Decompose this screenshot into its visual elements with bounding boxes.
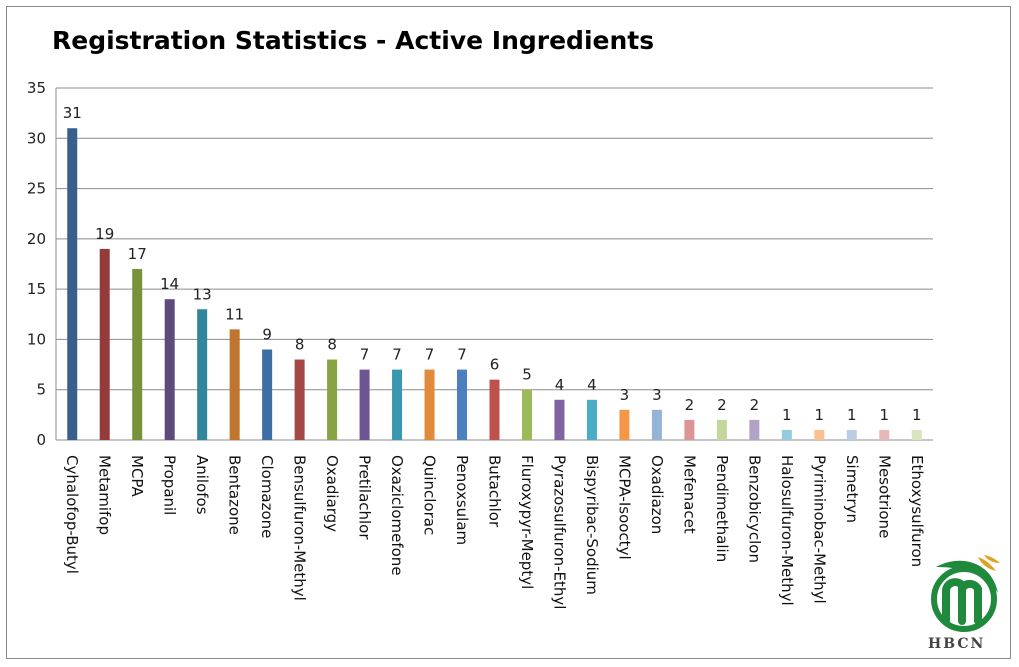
bar bbox=[846, 429, 857, 440]
bar bbox=[132, 269, 143, 440]
data-label: 8 bbox=[327, 336, 337, 354]
x-tick-label: Pyriminobac-Methyl bbox=[810, 455, 828, 604]
bar bbox=[424, 369, 435, 440]
data-label: 7 bbox=[425, 346, 435, 364]
x-tick-label: Penoxsulam bbox=[453, 455, 471, 545]
y-tick-label: 30 bbox=[27, 129, 46, 147]
data-label: 3 bbox=[652, 386, 662, 404]
data-label: 1 bbox=[847, 406, 857, 424]
data-label: 13 bbox=[193, 285, 212, 303]
x-tick-label: Bensulfuron-Methyl bbox=[291, 455, 309, 601]
y-tick-label: 35 bbox=[27, 79, 46, 97]
data-label: 7 bbox=[360, 346, 370, 364]
data-label: 1 bbox=[782, 406, 792, 424]
data-label: 4 bbox=[587, 376, 597, 394]
x-tick-label: Pretilachlor bbox=[356, 455, 374, 540]
bar bbox=[554, 399, 565, 440]
logo-text: HBCN bbox=[928, 636, 986, 652]
x-tick-label: Metamifop bbox=[96, 455, 114, 535]
bar bbox=[229, 329, 240, 440]
data-label: 2 bbox=[717, 396, 727, 414]
bar bbox=[197, 309, 208, 440]
x-tick-label: Mesotrione bbox=[875, 455, 893, 538]
bar bbox=[262, 349, 273, 440]
bar bbox=[457, 369, 468, 440]
x-tick-label: Clomazone bbox=[258, 455, 276, 538]
data-label: 2 bbox=[750, 396, 760, 414]
y-tick-label: 5 bbox=[36, 381, 46, 399]
y-tick-label: 0 bbox=[36, 431, 46, 449]
x-tick-label: Benzobicyclon bbox=[745, 455, 763, 563]
x-tick-label: Oxadiazon bbox=[648, 455, 666, 534]
data-label: 19 bbox=[95, 225, 114, 243]
bar bbox=[684, 419, 695, 440]
x-tick-label: Mefenacet bbox=[680, 455, 698, 534]
bar bbox=[911, 429, 922, 440]
bar bbox=[521, 389, 532, 440]
bar bbox=[879, 429, 890, 440]
data-label: 11 bbox=[225, 305, 244, 323]
data-label: 1 bbox=[912, 406, 922, 424]
bar bbox=[619, 409, 630, 440]
x-tick-label: Butachlor bbox=[486, 455, 504, 528]
data-label: 4 bbox=[555, 376, 565, 394]
x-tick-label: Pendimethalin bbox=[713, 455, 731, 562]
bar bbox=[99, 248, 110, 440]
y-tick-label: 20 bbox=[27, 230, 46, 248]
bar bbox=[392, 369, 403, 440]
data-label: 7 bbox=[392, 346, 402, 364]
bar bbox=[67, 128, 78, 440]
data-label: 1 bbox=[880, 406, 890, 424]
x-tick-label: Propanil bbox=[161, 455, 179, 515]
data-label: 5 bbox=[522, 366, 532, 384]
x-tick-label: Bentazone bbox=[226, 455, 244, 535]
x-tick-label: Simetryn bbox=[843, 455, 861, 523]
x-tick-label: Halosulfuron-Methyl bbox=[778, 455, 796, 606]
bar bbox=[781, 429, 792, 440]
data-label: 2 bbox=[685, 396, 695, 414]
x-tick-label: Oxadiargy bbox=[323, 455, 341, 532]
chart-title: Registration Statistics - Active Ingredi… bbox=[52, 26, 655, 55]
x-tick-label: Ethoxysulfuron bbox=[908, 455, 926, 567]
x-tick-label: Quinclorac bbox=[421, 455, 439, 535]
y-tick-label: 25 bbox=[27, 180, 46, 198]
bar bbox=[814, 429, 825, 440]
bar bbox=[749, 419, 760, 440]
x-tick-label: Pyrazosulfuron-Ethyl bbox=[550, 455, 568, 609]
bar bbox=[651, 409, 662, 440]
bar bbox=[359, 369, 370, 440]
data-label: 31 bbox=[63, 104, 82, 122]
data-label: 14 bbox=[160, 275, 179, 293]
hbcn-leaf-logo-icon bbox=[931, 555, 1000, 632]
bar bbox=[586, 399, 597, 440]
data-label: 7 bbox=[457, 346, 467, 364]
bar bbox=[164, 299, 175, 440]
bar bbox=[489, 379, 500, 440]
data-label: 17 bbox=[128, 245, 147, 263]
data-label: 1 bbox=[815, 406, 825, 424]
x-tick-label: Oxaziclomefone bbox=[388, 455, 406, 576]
x-tick-label: Anilofos bbox=[193, 455, 211, 515]
data-label: 8 bbox=[295, 336, 305, 354]
bar bbox=[294, 359, 305, 440]
data-label: 6 bbox=[490, 356, 500, 374]
x-tick-label: Bispyribac-Sodium bbox=[583, 455, 601, 595]
y-tick-label: 15 bbox=[27, 280, 46, 298]
x-tick-label: Fluroxypyr-Meptyl bbox=[518, 455, 536, 589]
data-label: 9 bbox=[262, 325, 272, 343]
x-tick-label: MCPA-Isooctyl bbox=[615, 455, 633, 560]
x-tick-label: Cyhalofop-Butyl bbox=[63, 455, 81, 574]
bar bbox=[327, 359, 338, 440]
bar bbox=[716, 419, 727, 440]
y-tick-label: 10 bbox=[27, 330, 46, 348]
x-tick-label: MCPA bbox=[128, 455, 146, 498]
data-label: 3 bbox=[620, 386, 630, 404]
